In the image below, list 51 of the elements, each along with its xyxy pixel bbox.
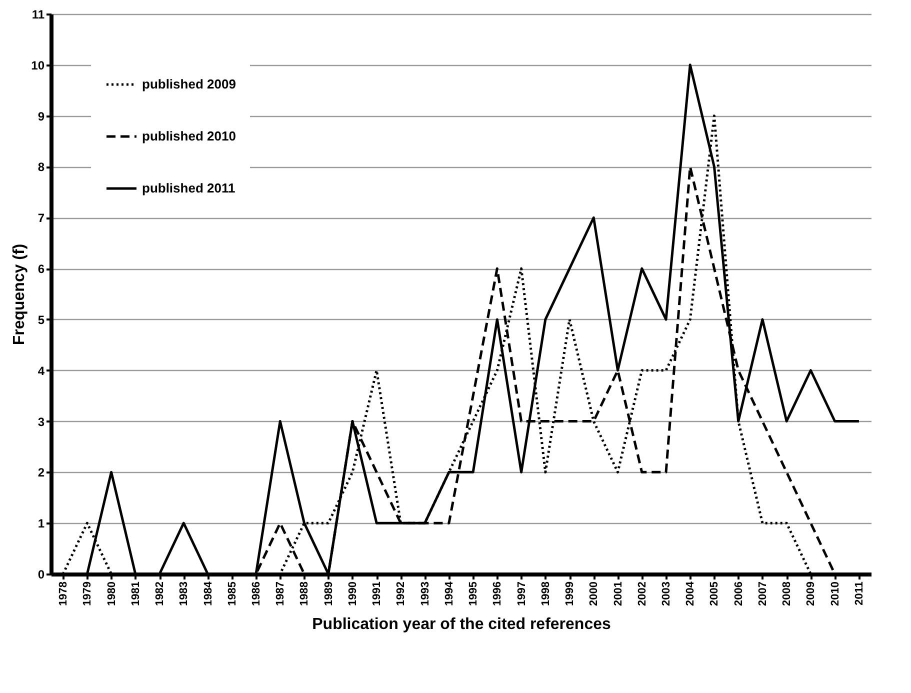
x-tick-label: 2010 [829,582,842,606]
x-tick-label: 2011 [853,582,866,606]
x-tick-label: 1989 [322,582,335,606]
x-tick-label: 1986 [250,582,262,606]
x-tick-label: 1992 [395,582,408,606]
y-tick-label: 9 [38,109,45,124]
x-tick-label: 1998 [540,582,552,606]
y-tick-label: 11 [32,8,45,22]
x-tick-label: 1999 [564,582,576,606]
x-tick-label: 1980 [106,582,118,606]
x-tick-label: 2009 [805,582,818,606]
x-tick-label: 1996 [492,582,504,606]
x-tick-label: 1990 [346,582,359,606]
y-tick-label: 8 [38,160,45,174]
x-axis-title: Publication year of the cited references [312,616,611,633]
x-tick-label: 1983 [178,582,190,606]
x-tick-label: 1993 [419,582,432,606]
y-axis-title: Frequency (f) [11,244,28,346]
x-tick-label: 1978 [58,582,70,606]
x-tick-label: 2005 [708,582,721,606]
y-tick-label: 0 [38,568,45,582]
x-tick-label: 1979 [82,582,94,606]
y-tick-label: 5 [38,312,45,327]
y-tick-label: 10 [31,58,45,72]
y-tick-label: 2 [38,466,45,480]
x-tick-label: 1987 [274,582,287,606]
y-tick-label: 6 [38,262,45,276]
y-tick-label: 1 [38,516,45,531]
y-tick-label: 7 [38,211,45,226]
x-tick-label: 1995 [468,582,480,606]
x-tick-label: 1994 [443,580,456,606]
x-tick-label: 2008 [781,582,794,606]
x-tick-label: 1982 [154,582,166,606]
x-tick-label: 1991 [371,582,384,606]
x-tick-label: 1985 [226,582,238,606]
legend-label: published 2010 [142,128,236,144]
legend-label: published 2009 [142,76,236,92]
x-tick-label: 1981 [130,582,142,606]
x-tick-label: 2007 [756,582,769,606]
x-tick-label: 1984 [202,580,214,606]
x-tick-label: 1997 [516,582,528,606]
y-tick-label: 4 [38,364,45,378]
x-tick-label: 2001 [612,582,624,606]
x-tick-label: 2003 [660,582,672,606]
x-tick-label: 2004 [684,580,697,606]
y-tick-label: 3 [38,414,45,429]
x-tick-label: 2006 [732,582,745,606]
x-tick-label: 1988 [298,582,311,606]
x-tick-label: 2000 [588,582,600,606]
x-tick-label: 2002 [636,582,648,606]
legend-label: published 2011 [142,180,236,196]
